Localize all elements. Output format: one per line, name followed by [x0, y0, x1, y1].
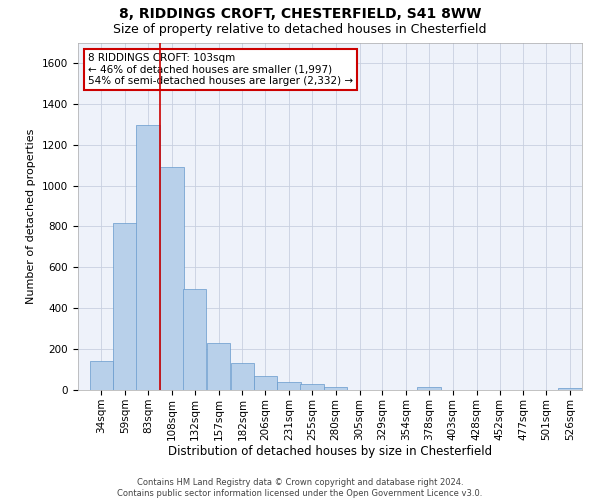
Text: Contains HM Land Registry data © Crown copyright and database right 2024.
Contai: Contains HM Land Registry data © Crown c… — [118, 478, 482, 498]
X-axis label: Distribution of detached houses by size in Chesterfield: Distribution of detached houses by size … — [168, 446, 492, 458]
Bar — [254, 376, 277, 390]
Bar — [160, 167, 184, 390]
Y-axis label: Number of detached properties: Number of detached properties — [26, 128, 37, 304]
Bar — [207, 343, 230, 390]
Bar — [300, 384, 323, 390]
Text: 8, RIDDINGS CROFT, CHESTERFIELD, S41 8WW: 8, RIDDINGS CROFT, CHESTERFIELD, S41 8WW — [119, 8, 481, 22]
Bar — [113, 224, 137, 390]
Bar — [183, 289, 206, 390]
Bar — [277, 382, 301, 390]
Bar — [136, 126, 160, 390]
Bar — [559, 388, 582, 390]
Text: 8 RIDDINGS CROFT: 103sqm
← 46% of detached houses are smaller (1,997)
54% of sem: 8 RIDDINGS CROFT: 103sqm ← 46% of detach… — [88, 53, 353, 86]
Bar — [418, 387, 441, 390]
Bar — [324, 387, 347, 390]
Bar — [230, 364, 254, 390]
Text: Size of property relative to detached houses in Chesterfield: Size of property relative to detached ho… — [113, 22, 487, 36]
Bar — [89, 362, 113, 390]
